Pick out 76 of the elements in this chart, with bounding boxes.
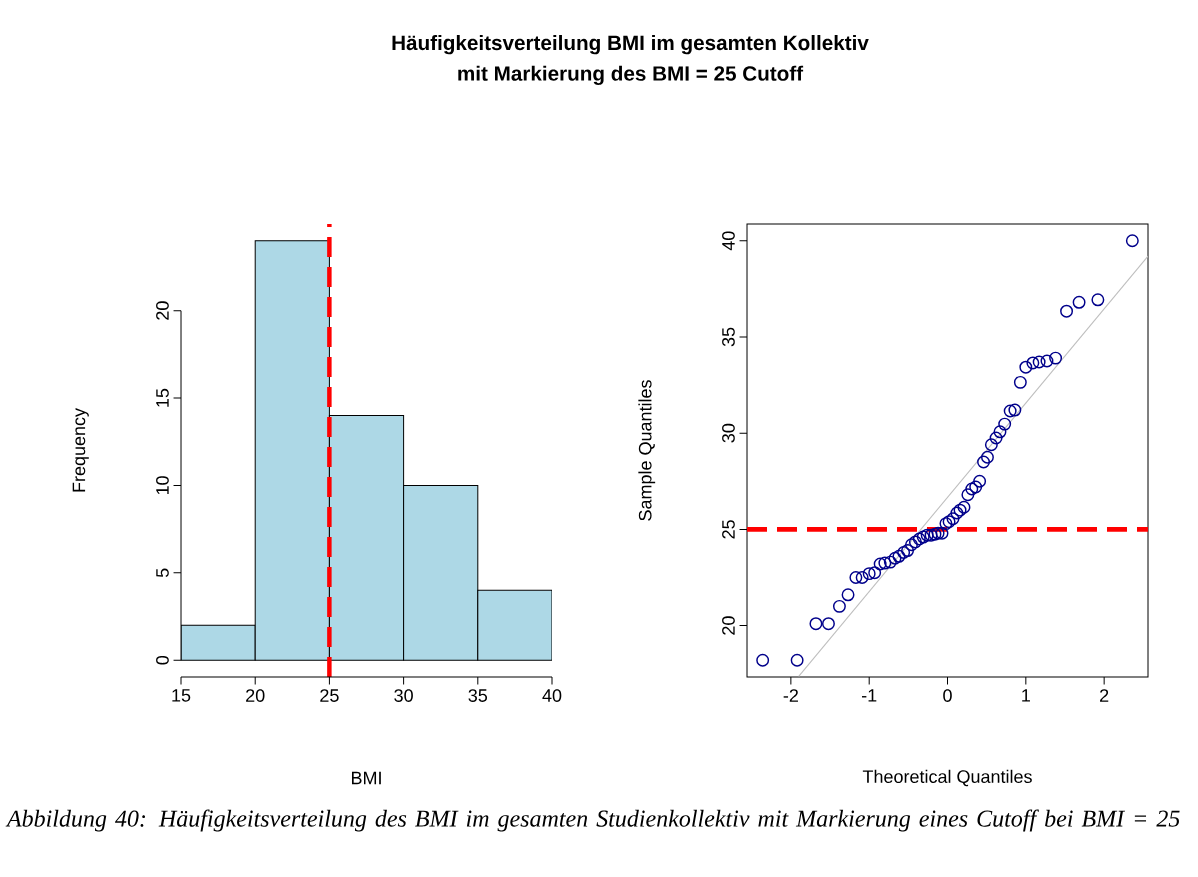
text: Abbildung 40: Häufigkeitsverteilung des BMI im gesamten Studienkollektiv mit Markierung eines Cutoff bei BMI = 25 (5, 809, 1180, 832)
point (821, 617, 835, 631)
point (1091, 293, 1105, 307)
y-tick-label: 35 (722, 327, 735, 347)
y-tick-label: 0 (156, 655, 169, 665)
x-tick-label: 25 (320, 689, 339, 702)
point (809, 617, 823, 631)
point (916, 530, 930, 544)
point (855, 571, 869, 584)
point (1003, 404, 1017, 418)
text: Häufigkeitsverteilung BMI im gesamten Kollektiv (392, 34, 869, 55)
point (756, 653, 770, 667)
x-tick-label: 30 (394, 689, 413, 702)
point (908, 535, 922, 549)
x-tick-label: 15 (172, 689, 191, 702)
point (1125, 234, 1139, 248)
text: mit Markierung des BMI = 25 Cutoff (458, 65, 804, 85)
x-tick-label: 35 (468, 689, 488, 702)
point (977, 455, 991, 469)
x-tick-label: -2 (783, 689, 798, 702)
point (969, 480, 983, 494)
point (961, 488, 975, 502)
x-tick-label: -1 (861, 689, 877, 702)
point (892, 549, 906, 563)
point (1013, 375, 1027, 389)
point (862, 567, 876, 581)
x-tick-label: 2 (1100, 689, 1109, 702)
x-tick-label: 1 (1022, 689, 1030, 702)
point (984, 438, 998, 452)
point (901, 544, 915, 558)
y-tick-label: 15 (156, 388, 169, 407)
point (905, 538, 918, 552)
point (1008, 403, 1022, 417)
point (883, 555, 897, 569)
x-tick-label: 0 (943, 689, 952, 702)
point (965, 482, 979, 496)
point (841, 588, 855, 602)
point (1060, 304, 1074, 318)
point (878, 556, 892, 570)
y-tick-label: 5 (156, 568, 169, 578)
point (1072, 295, 1086, 309)
point (957, 500, 971, 514)
point (980, 450, 994, 464)
y-tick-label: 40 (722, 231, 735, 251)
point (973, 474, 987, 488)
y-tick-label: 25 (722, 520, 735, 539)
point (924, 528, 938, 542)
point (1026, 356, 1040, 370)
point (897, 546, 911, 559)
point (935, 526, 949, 540)
y-tick-label: 20 (722, 616, 735, 635)
point (993, 425, 1007, 439)
x-axis-title: Theoretical Quantiles (862, 769, 1032, 787)
point (888, 551, 902, 565)
point (998, 417, 1012, 431)
x-tick-label: 20 (246, 689, 265, 702)
point (989, 431, 1003, 445)
point (873, 557, 887, 571)
point (1032, 355, 1046, 369)
y-axis-title: Sample Quantiles (638, 380, 656, 521)
x-axis-title: BMI (351, 771, 381, 785)
point (1019, 360, 1033, 374)
point (868, 566, 882, 580)
y-tick-label: 30 (722, 423, 735, 443)
point (946, 512, 960, 526)
point (790, 653, 804, 667)
x-tick-label: 40 (542, 689, 562, 702)
y-axis-title: Frequency (72, 408, 89, 492)
point (912, 532, 926, 546)
point (849, 571, 863, 584)
point (832, 599, 846, 613)
point (1040, 354, 1054, 368)
y-tick-label: 20 (156, 301, 169, 320)
y-tick-label: 10 (156, 476, 169, 495)
point (1049, 351, 1063, 365)
point (920, 528, 934, 542)
